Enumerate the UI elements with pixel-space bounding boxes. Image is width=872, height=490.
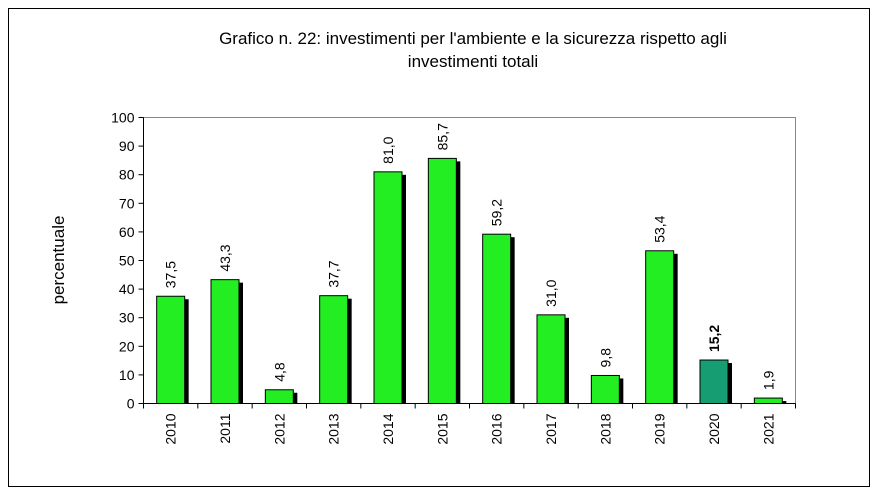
bar <box>536 314 566 404</box>
value-label: 15,2 <box>706 325 722 352</box>
value-label: 31,0 <box>543 279 559 306</box>
bar <box>590 374 620 404</box>
y-tick-label: 0 <box>127 396 135 412</box>
value-label: 59,2 <box>489 199 505 226</box>
y-tick-label: 70 <box>119 195 135 211</box>
bar <box>156 295 186 404</box>
y-tick-label: 90 <box>119 138 135 154</box>
bar <box>264 389 294 405</box>
x-tick-label: 2020 <box>706 413 722 444</box>
y-tick-label: 50 <box>119 253 135 269</box>
value-label: 81,0 <box>380 136 396 163</box>
bar <box>427 157 457 404</box>
bar <box>373 171 403 404</box>
x-tick-label: 2019 <box>652 413 668 444</box>
value-label: 4,8 <box>271 362 287 382</box>
y-tick-label: 30 <box>119 310 135 326</box>
y-tick-label: 100 <box>111 110 135 126</box>
y-tick-label: 40 <box>119 281 135 297</box>
y-tick-label: 10 <box>119 367 135 383</box>
y-axis-label: percentuale <box>49 216 68 305</box>
bar <box>753 397 783 405</box>
chart-subtitle: investimenti totali <box>408 52 538 71</box>
x-tick-label: 2012 <box>271 413 287 444</box>
y-tick-label: 20 <box>119 338 135 354</box>
x-tick-label: 2013 <box>326 413 342 444</box>
value-label: 1,9 <box>760 370 776 390</box>
x-tick-label: 2016 <box>489 413 505 444</box>
value-label: 53,4 <box>652 215 668 242</box>
bar <box>482 233 512 404</box>
x-tick-label: 2014 <box>380 413 396 444</box>
bar <box>699 359 729 405</box>
chart-title: Grafico n. 22: investimenti per l'ambien… <box>219 29 727 48</box>
bar <box>210 279 240 404</box>
y-tick-label: 80 <box>119 167 135 183</box>
value-label: 43,3 <box>217 244 233 271</box>
x-tick-label: 2011 <box>217 413 233 443</box>
value-label: 9,8 <box>597 348 613 368</box>
value-label: 37,7 <box>326 260 342 287</box>
x-tick-label: 2010 <box>163 413 179 444</box>
value-label: 85,7 <box>434 123 450 150</box>
x-tick-label: 2018 <box>597 413 613 444</box>
x-tick-label: 2021 <box>760 413 776 444</box>
value-label: 37,5 <box>163 261 179 288</box>
bar <box>645 250 675 404</box>
x-tick-label: 2017 <box>543 413 559 444</box>
y-tick-label: 60 <box>119 224 135 240</box>
bar <box>319 295 349 405</box>
x-tick-label: 2015 <box>434 413 450 444</box>
